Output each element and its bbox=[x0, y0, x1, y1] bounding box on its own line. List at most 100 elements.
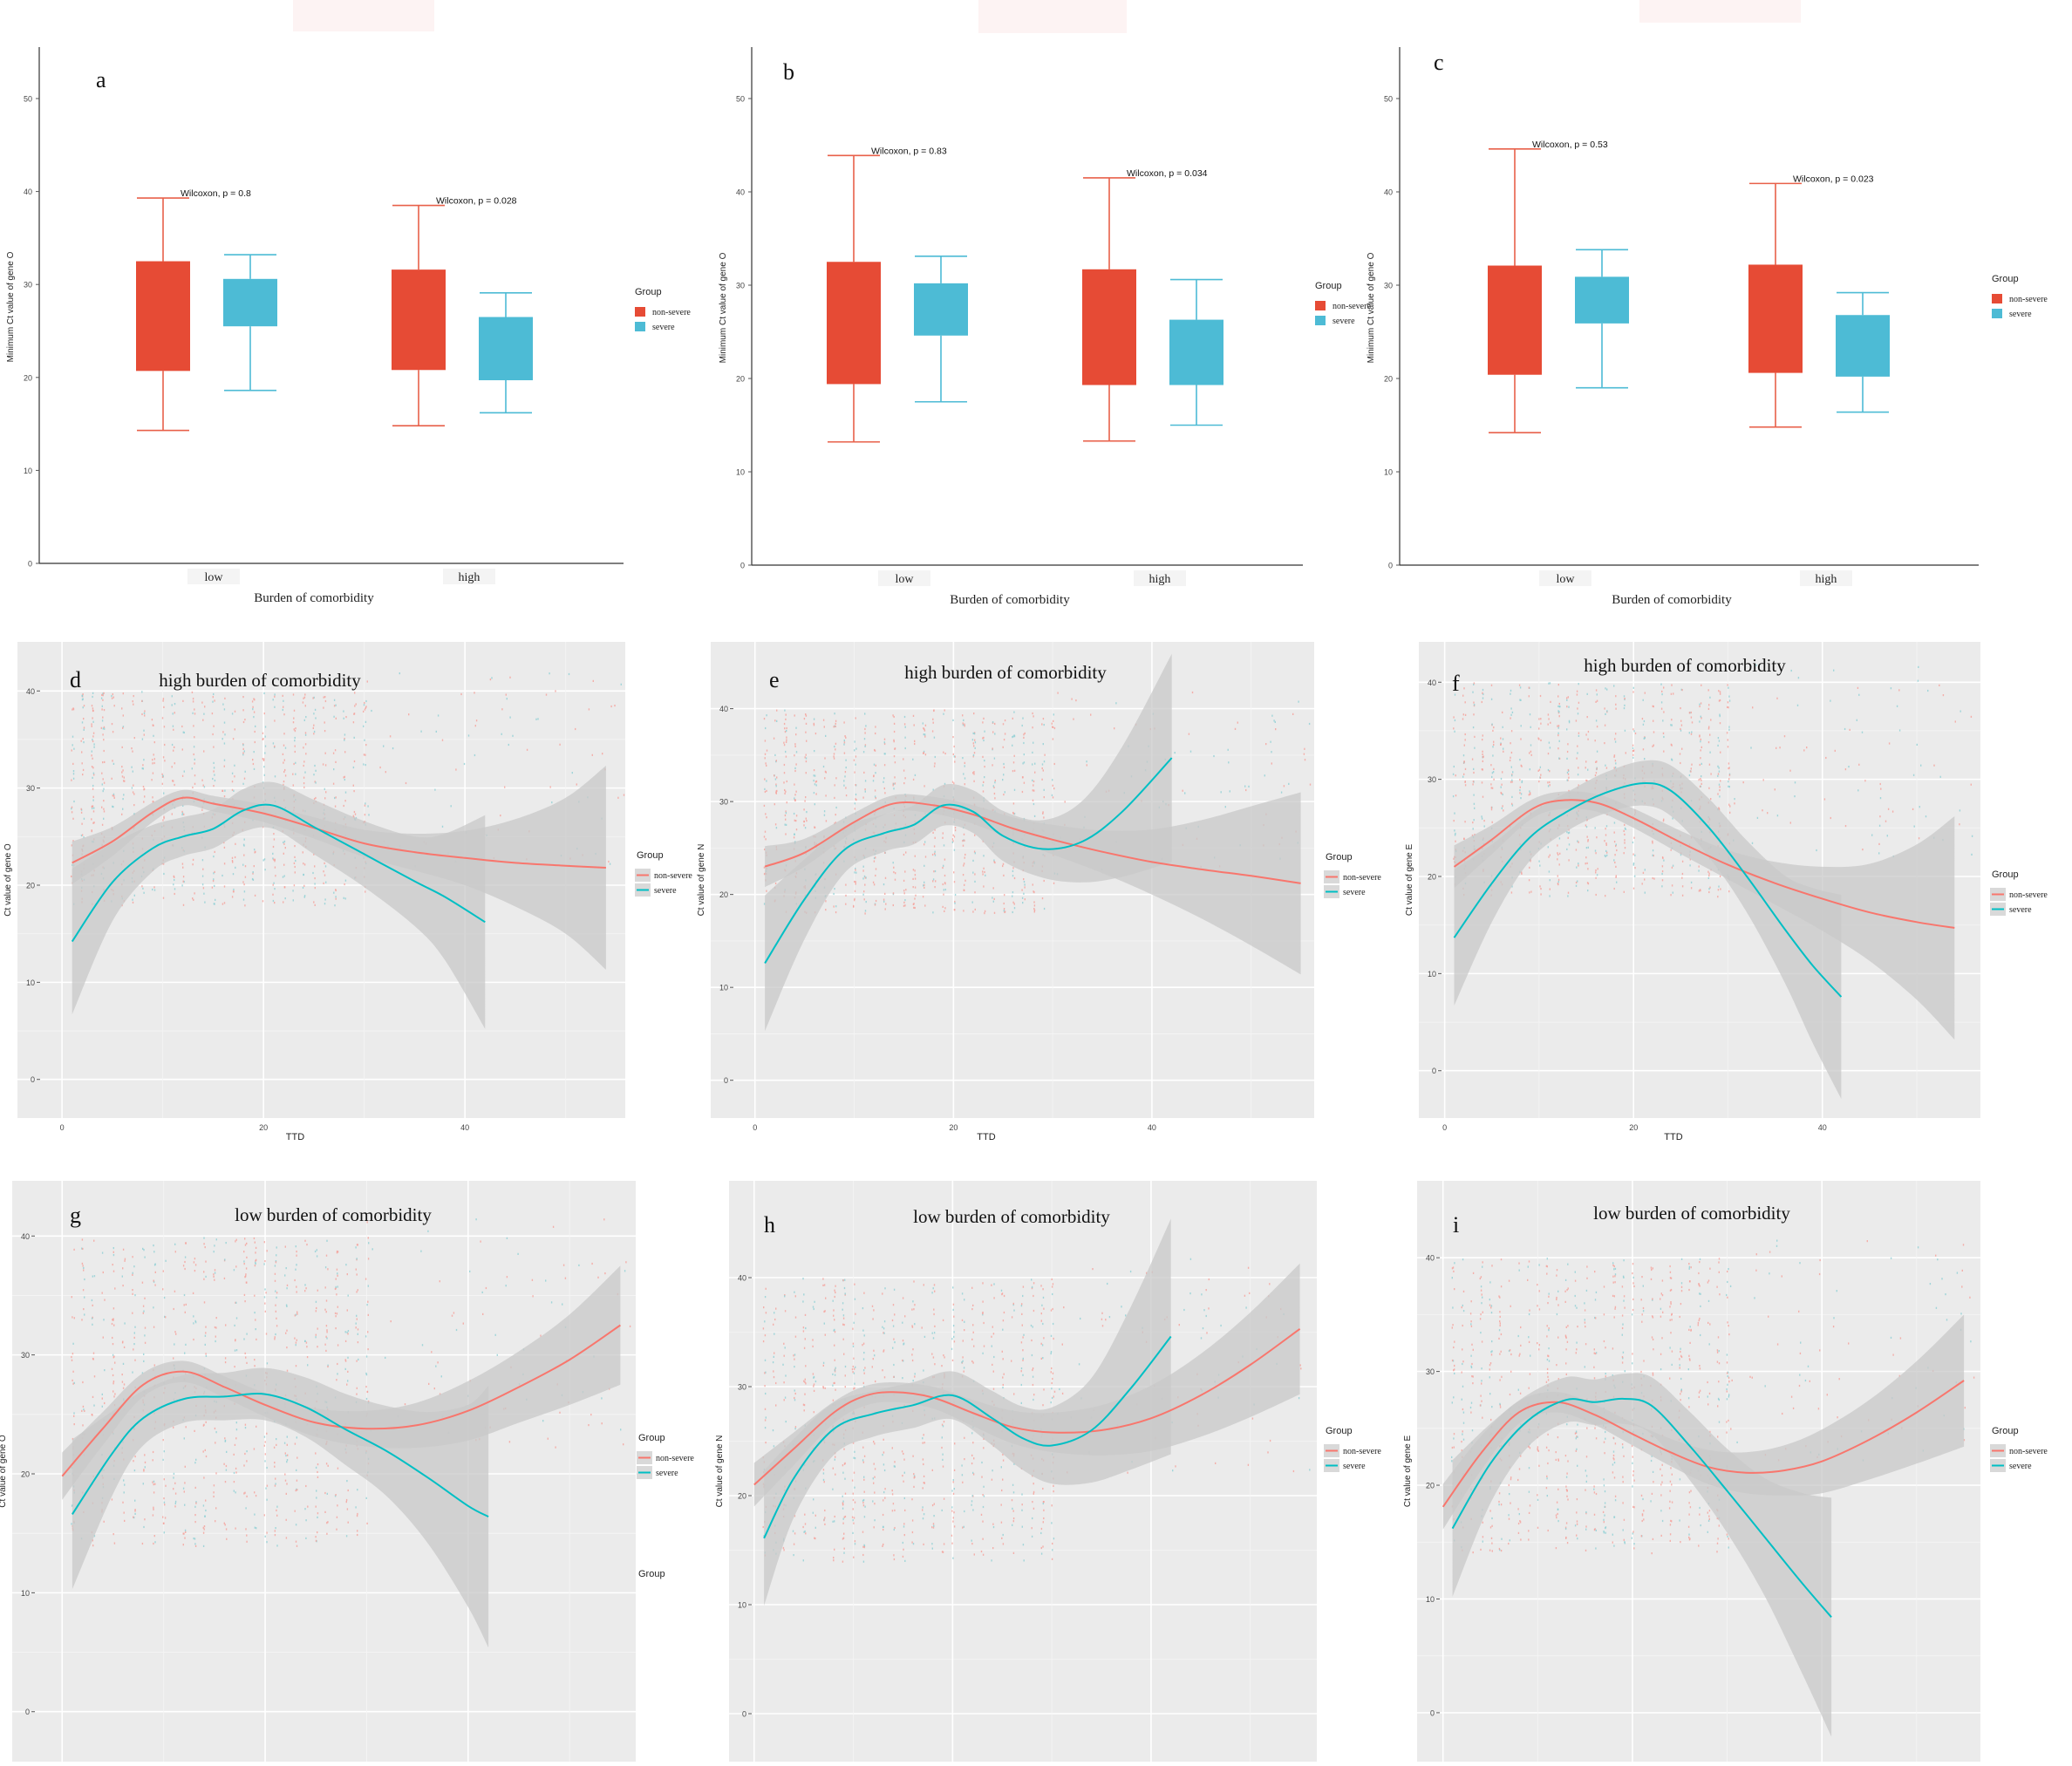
data-point bbox=[894, 776, 896, 779]
data-point bbox=[264, 735, 266, 738]
data-point bbox=[794, 1399, 796, 1401]
data-point bbox=[193, 1338, 194, 1341]
data-point bbox=[112, 806, 114, 808]
data-point bbox=[274, 1465, 276, 1468]
data-point bbox=[1767, 812, 1769, 815]
data-point bbox=[1688, 732, 1690, 734]
data-point bbox=[943, 893, 944, 896]
data-point bbox=[467, 734, 470, 737]
x-tick-label: 0 bbox=[60, 1123, 65, 1132]
data-point bbox=[1661, 865, 1664, 868]
data-point bbox=[795, 726, 797, 729]
data-point bbox=[994, 733, 996, 735]
data-point bbox=[234, 1366, 235, 1368]
data-point bbox=[141, 691, 143, 693]
data-point bbox=[112, 1381, 115, 1383]
data-point bbox=[122, 1387, 125, 1389]
data-point bbox=[243, 854, 245, 856]
data-point bbox=[1040, 1546, 1042, 1550]
data-point bbox=[864, 732, 866, 734]
data-point bbox=[92, 767, 94, 769]
data-point bbox=[1690, 711, 1692, 714]
data-point bbox=[101, 1393, 103, 1395]
data-point bbox=[1012, 1520, 1014, 1523]
data-point bbox=[194, 1258, 196, 1260]
data-point bbox=[1558, 711, 1560, 713]
data-point bbox=[1632, 744, 1634, 747]
data-point bbox=[244, 1300, 246, 1303]
data-point bbox=[854, 871, 855, 874]
data-point bbox=[785, 713, 787, 716]
data-point bbox=[1728, 728, 1730, 731]
data-point bbox=[501, 733, 502, 735]
data-point bbox=[1244, 785, 1246, 788]
data-point bbox=[253, 698, 255, 700]
data-point bbox=[194, 1538, 196, 1540]
data-point bbox=[102, 692, 104, 695]
y-tick-label: 0 bbox=[31, 1075, 35, 1084]
data-point bbox=[223, 1522, 225, 1524]
data-point bbox=[293, 709, 296, 712]
data-point bbox=[784, 709, 786, 712]
data-point bbox=[1023, 761, 1026, 764]
data-point bbox=[171, 743, 174, 747]
data-point bbox=[242, 747, 244, 750]
data-point bbox=[944, 858, 946, 861]
data-point bbox=[262, 738, 263, 740]
y-tick-label: 30 bbox=[736, 282, 745, 290]
data-point bbox=[1566, 706, 1568, 708]
data-point bbox=[786, 736, 787, 739]
data-point bbox=[144, 1297, 146, 1299]
data-point bbox=[1671, 724, 1673, 726]
data-point bbox=[82, 774, 84, 776]
data-point bbox=[104, 1401, 106, 1405]
data-point bbox=[335, 1494, 337, 1497]
data-point bbox=[263, 1444, 265, 1447]
data-point bbox=[337, 1344, 339, 1347]
data-point bbox=[243, 1263, 245, 1265]
data-point bbox=[893, 1554, 895, 1557]
data-point bbox=[803, 718, 806, 720]
data-point bbox=[304, 1284, 306, 1286]
data-point bbox=[863, 1372, 865, 1374]
data-point bbox=[162, 1288, 164, 1291]
data-point bbox=[1511, 795, 1513, 798]
data-point bbox=[822, 1478, 825, 1481]
data-point bbox=[244, 1238, 246, 1240]
data-point bbox=[163, 1522, 165, 1524]
data-point bbox=[1529, 866, 1530, 869]
data-point bbox=[1491, 775, 1493, 778]
data-point bbox=[264, 1453, 266, 1456]
data-point bbox=[255, 1259, 256, 1262]
data-point bbox=[1661, 693, 1663, 696]
data-point bbox=[192, 698, 194, 700]
data-point bbox=[853, 905, 855, 908]
data-point bbox=[1707, 707, 1710, 710]
data-point bbox=[932, 1526, 935, 1529]
data-point bbox=[244, 1352, 246, 1354]
data-point bbox=[305, 753, 307, 755]
data-point bbox=[1613, 822, 1616, 824]
data-point bbox=[1547, 785, 1550, 788]
data-point bbox=[292, 890, 294, 892]
data-point bbox=[1594, 774, 1597, 777]
data-point bbox=[864, 790, 866, 793]
data-point bbox=[785, 790, 787, 793]
data-point bbox=[144, 1334, 146, 1337]
data-point bbox=[1481, 815, 1482, 818]
data-point bbox=[347, 1489, 349, 1492]
data-point bbox=[185, 1303, 187, 1306]
data-point bbox=[303, 696, 306, 699]
data-point bbox=[223, 863, 226, 865]
data-point bbox=[165, 1259, 167, 1262]
data-point bbox=[1848, 766, 1850, 768]
data-point bbox=[283, 840, 286, 842]
data-point bbox=[931, 853, 934, 856]
data-point bbox=[274, 1462, 276, 1464]
data-point bbox=[924, 1442, 925, 1444]
data-point bbox=[295, 761, 296, 764]
data-point bbox=[355, 703, 357, 706]
data-point bbox=[264, 726, 267, 728]
data-point bbox=[1463, 687, 1465, 690]
data-point bbox=[1464, 739, 1466, 741]
